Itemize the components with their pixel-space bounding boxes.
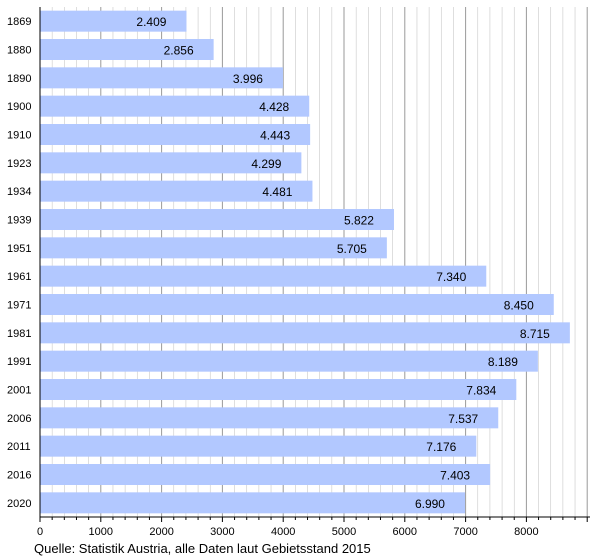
bar-1951 bbox=[40, 237, 387, 259]
bar-2006 bbox=[40, 407, 499, 429]
value-label: 7.834 bbox=[466, 384, 496, 398]
bar-1910 bbox=[40, 124, 311, 145]
year-label: 1951 bbox=[7, 243, 31, 255]
value-label: 7.176 bbox=[426, 440, 456, 454]
value-label: 5.822 bbox=[344, 214, 374, 228]
year-label: 2001 bbox=[7, 385, 31, 397]
x-tick-label: 3000 bbox=[210, 526, 234, 538]
x-tick-label: 1000 bbox=[89, 526, 113, 538]
year-label: 1939 bbox=[7, 215, 31, 227]
value-label: 2.856 bbox=[164, 44, 194, 58]
value-label: 7.340 bbox=[436, 270, 466, 284]
grid-lines bbox=[51, 7, 588, 517]
year-label: 1900 bbox=[7, 101, 31, 113]
bar-1939 bbox=[40, 209, 394, 230]
year-label: 1961 bbox=[7, 271, 31, 283]
x-tick-label: 6000 bbox=[393, 526, 417, 538]
source-note: Quelle: Statistik Austria, alle Daten la… bbox=[34, 541, 371, 556]
bar-1880 bbox=[40, 39, 214, 60]
year-label: 1991 bbox=[7, 356, 31, 368]
bar-1961 bbox=[40, 265, 487, 287]
year-label: 1971 bbox=[7, 300, 31, 312]
value-label: 4.299 bbox=[251, 157, 281, 171]
bar-2011 bbox=[40, 435, 477, 457]
x-tick-label: 7000 bbox=[453, 526, 477, 538]
x-tick-label: 0 bbox=[37, 526, 43, 538]
value-label: 5.705 bbox=[337, 242, 367, 256]
value-label: 4.481 bbox=[262, 185, 292, 199]
bar-1934 bbox=[40, 180, 313, 202]
value-label: 7.403 bbox=[440, 469, 470, 483]
bar-2016 bbox=[40, 464, 491, 485]
x-tick-label: 5000 bbox=[332, 526, 356, 538]
bar-1923 bbox=[40, 152, 302, 174]
x-tick-label: 8000 bbox=[514, 526, 538, 538]
value-label: 3.996 bbox=[233, 72, 263, 86]
value-label: 8.715 bbox=[520, 327, 550, 341]
value-label: 7.537 bbox=[448, 412, 478, 426]
x-axis: 0 1000 2000 3000 4000 5000 6000 7000 8000 bbox=[37, 7, 590, 538]
value-label: 6.990 bbox=[415, 497, 445, 511]
value-label: 4.428 bbox=[259, 100, 289, 114]
year-label: 1869 bbox=[7, 16, 31, 28]
bars bbox=[40, 10, 570, 514]
year-label: 2016 bbox=[7, 470, 31, 482]
year-label: 2020 bbox=[7, 498, 31, 510]
value-label: 4.443 bbox=[260, 129, 290, 143]
bar-2020 bbox=[40, 492, 465, 514]
year-label: 1890 bbox=[7, 73, 31, 85]
year-label: 2011 bbox=[7, 441, 31, 453]
value-label: 8.189 bbox=[488, 355, 518, 369]
x-tick-label: 4000 bbox=[271, 526, 295, 538]
bar-1890 bbox=[40, 67, 283, 89]
bar-1869 bbox=[40, 10, 187, 32]
year-label: 1910 bbox=[7, 130, 31, 142]
year-label: 2006 bbox=[7, 413, 31, 425]
bar-2001 bbox=[40, 379, 517, 400]
bar-1900 bbox=[40, 95, 310, 117]
bar-1981 bbox=[40, 322, 570, 344]
year-label: 1923 bbox=[7, 158, 31, 170]
bar-1971 bbox=[40, 294, 554, 315]
value-label: 8.450 bbox=[504, 299, 534, 313]
year-label: 1934 bbox=[7, 186, 31, 198]
year-label: 1981 bbox=[7, 328, 31, 340]
bar-1991 bbox=[40, 350, 538, 372]
x-tick-label: 2000 bbox=[149, 526, 173, 538]
year-label: 1880 bbox=[7, 45, 31, 57]
value-label: 2.409 bbox=[136, 15, 166, 29]
labels: 1869 2.409 1880 2.856 1890 3.996 1900 4.428 1910… bbox=[7, 15, 550, 511]
